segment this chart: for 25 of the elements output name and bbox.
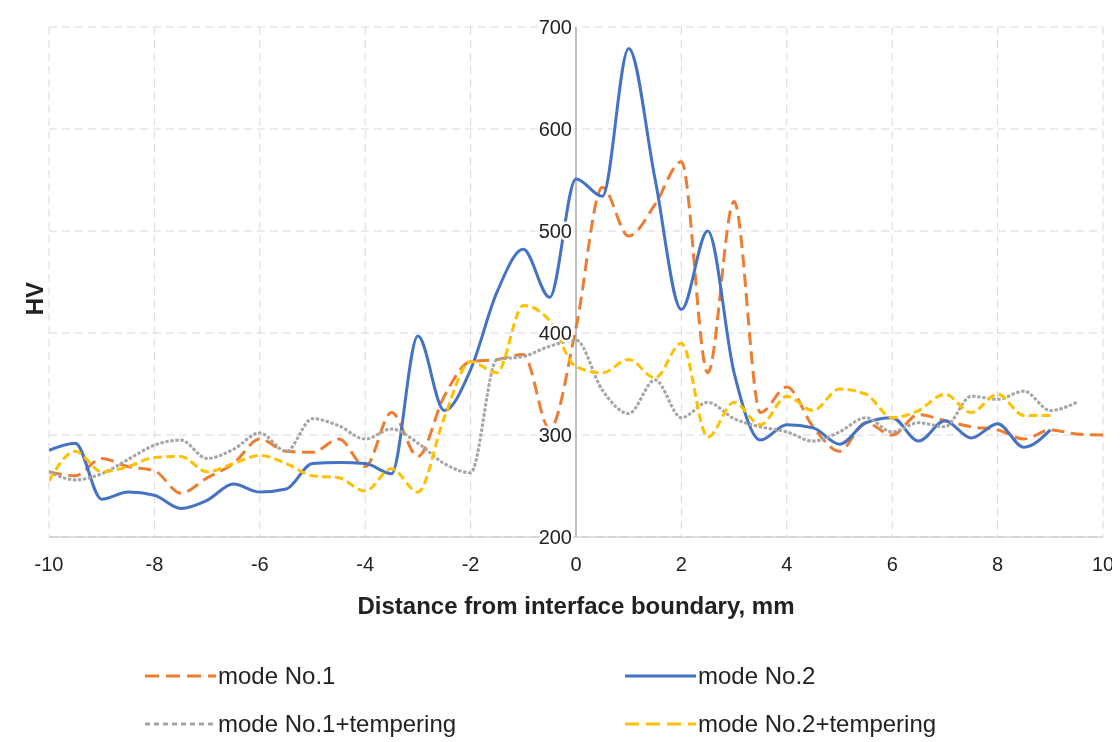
y-tick-label: 200 xyxy=(538,526,572,548)
x-tick-label: -4 xyxy=(356,553,375,576)
line-series xyxy=(49,46,1052,510)
x-axis-title: Distance from interface boundary, mm xyxy=(357,592,795,619)
line-series xyxy=(49,338,1079,482)
x-tick-label: -2 xyxy=(461,553,480,576)
legend-label: mode No.2 xyxy=(698,662,816,690)
x-tick-label: -8 xyxy=(145,553,164,576)
legend-label: mode No.1 xyxy=(218,662,336,690)
x-tick-label: 2 xyxy=(675,553,687,576)
y-tick-label: 700 xyxy=(538,16,572,38)
x-tick-label: 0 xyxy=(570,553,582,576)
x-tick-label: 4 xyxy=(781,553,793,576)
line-series xyxy=(49,303,1052,494)
y-tick-label: 600 xyxy=(538,118,572,140)
y-tick-label: 300 xyxy=(538,424,572,446)
x-tick-label: 6 xyxy=(886,553,898,576)
x-tick-label: -6 xyxy=(250,553,269,576)
y-axis-title: HV xyxy=(20,282,48,316)
y-tick-label: 400 xyxy=(538,322,572,344)
legend-label: mode No.1+tempering xyxy=(218,710,457,738)
x-tick-label: 8 xyxy=(992,553,1004,576)
x-tick-label: -10 xyxy=(34,553,64,576)
legend-label: mode No.2+tempering xyxy=(698,710,937,738)
line-series xyxy=(49,160,1103,495)
